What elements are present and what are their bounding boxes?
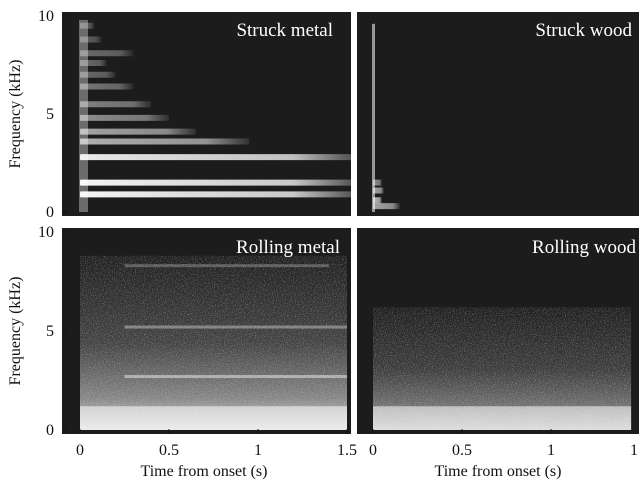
panel-rolling-metal: Rolling metal — [62, 228, 351, 434]
noise-texture — [373, 307, 632, 430]
harmonic-band — [80, 138, 250, 145]
harmonic-band — [80, 101, 152, 108]
harmonic-band — [373, 179, 382, 186]
y-tick-label: 10 — [38, 224, 54, 241]
resonance-band — [124, 375, 347, 379]
x-tick-label: 1 — [254, 442, 262, 459]
spectral-bands — [372, 23, 400, 213]
panel-struck-wood: Struck wood — [357, 12, 639, 216]
resonance-band — [124, 264, 330, 268]
panel-title: Struck wood — [535, 20, 632, 41]
harmonic-band — [80, 114, 169, 121]
x-tick-label: 1 — [547, 442, 555, 459]
panel-title: Struck metal — [236, 20, 333, 41]
panel-title: Rolling wood — [532, 237, 636, 258]
harmonic-band — [80, 154, 365, 161]
y-tick-label: 10 — [38, 8, 54, 25]
resonance-band — [124, 325, 347, 329]
noise-texture — [80, 255, 347, 430]
spectral-energy — [80, 255, 347, 430]
y-tick-label: 0 — [46, 204, 54, 221]
harmonic-band — [80, 50, 134, 57]
x-tick-label: 0 — [76, 442, 84, 459]
panel-title: Rolling metal — [236, 237, 340, 258]
x-tick-label: 0.5 — [159, 442, 179, 459]
y-axis-label-bottom: Frequency (kHz) — [7, 277, 24, 386]
harmonic-band — [80, 71, 116, 78]
y-tick-label: 5 — [46, 106, 54, 123]
axis-ticks: 0 5 10 0 5 10 0 0.5 1 1.5 0 0.5 1 1.5 — [38, 8, 639, 459]
onset-transient — [79, 19, 88, 213]
x-axis-label-right: Time from onset (s) — [435, 463, 562, 480]
y-axis-label-top: Frequency (kHz) — [7, 60, 24, 169]
harmonic-band — [373, 197, 382, 204]
harmonic-band — [80, 60, 107, 67]
spectral-energy — [373, 307, 632, 430]
harmonic-band — [80, 36, 102, 43]
harmonic-band — [80, 128, 196, 135]
y-tick-label: 5 — [46, 323, 54, 340]
harmonic-band — [373, 203, 400, 210]
panel-background — [357, 12, 639, 216]
x-axis-label-left: Time from onset (s) — [141, 463, 268, 480]
onset-transient — [372, 23, 375, 213]
harmonic-band — [80, 191, 365, 198]
x-tick-label: 0.5 — [452, 442, 472, 459]
x-tick-label: 1.5 — [337, 442, 357, 459]
x-tick-label: 1.5 — [630, 442, 639, 459]
y-tick-label: 0 — [46, 422, 54, 439]
harmonic-band — [80, 83, 134, 90]
spectral-bands — [79, 19, 365, 213]
panel-rolling-wood: Rolling wood — [357, 228, 639, 434]
panel-struck-metal: Struck metal — [62, 12, 365, 216]
x-tick-label: 0 — [369, 442, 377, 459]
harmonic-band — [373, 187, 384, 194]
harmonic-band — [80, 179, 365, 186]
harmonic-band — [80, 22, 95, 29]
